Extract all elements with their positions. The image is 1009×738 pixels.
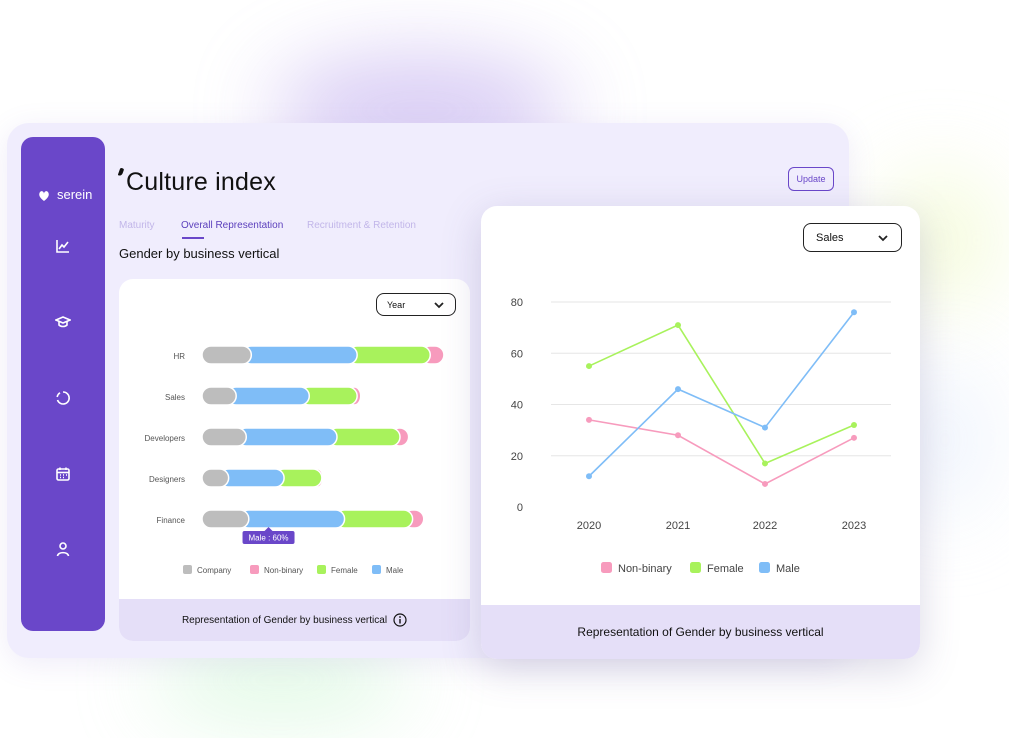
legend-swatch-male	[372, 565, 381, 574]
bar-segment-company	[201, 427, 248, 447]
x-tick-label: 2020	[577, 520, 601, 532]
legend-label: Female	[707, 563, 744, 575]
data-point-female	[675, 322, 681, 329]
bar-segment-company	[201, 386, 237, 406]
legend-swatch-non-binary	[601, 562, 612, 573]
page-title: Culture index	[117, 167, 276, 197]
y-tick-label: 20	[511, 451, 523, 463]
bar-category-label: HR	[173, 352, 185, 361]
data-point-non-binary	[762, 480, 768, 487]
graduation-cap-icon[interactable]	[53, 314, 73, 330]
x-tick-label: 2023	[842, 520, 866, 532]
y-tick-label: 0	[517, 502, 523, 514]
tab-maturity[interactable]: Maturity	[119, 220, 155, 231]
bar-segment-company	[201, 345, 253, 365]
brand-name: serein	[57, 187, 93, 202]
legend-label: Non-binary	[618, 563, 672, 575]
tooltip-box	[242, 531, 295, 544]
series-line-female	[588, 324, 855, 465]
x-tick-label: 2022	[753, 520, 777, 532]
x-tick-label: 2021	[666, 520, 690, 532]
bar-category-label: Sales	[165, 393, 185, 402]
title-accent-mark	[117, 167, 125, 177]
bar-card-footer-text: Representation of Gender by business ver…	[181, 614, 388, 626]
tab-overall-representation[interactable]: Overall Representation	[181, 220, 284, 231]
data-point-male	[762, 424, 768, 431]
data-point-male	[586, 473, 592, 480]
legend-label: Male	[386, 566, 404, 575]
legend-swatch-female	[317, 565, 326, 574]
brand[interactable]: serein	[37, 187, 92, 202]
legend-swatch-company	[183, 565, 192, 574]
data-point-male	[851, 309, 857, 316]
bar-category-label: Designers	[149, 475, 185, 484]
circle-progress-icon[interactable]	[55, 390, 71, 406]
bar-card-footer: Representation of Gender by business ver…	[119, 599, 470, 641]
legend-swatch-female	[690, 562, 701, 573]
chevron-down-icon	[434, 301, 444, 308]
legend-label: Company	[197, 566, 231, 575]
chart-line-icon[interactable]	[55, 238, 71, 254]
tooltip-arrow	[264, 527, 273, 531]
serein-logo-icon	[39, 190, 49, 201]
y-tick-label: 60	[511, 348, 523, 360]
year-select-value: Year	[387, 299, 406, 310]
series-line-male	[588, 311, 855, 477]
legend-label: Male	[776, 563, 800, 575]
legend-label: Female	[331, 566, 358, 575]
bar-category-label: Developers	[145, 434, 185, 443]
data-point-non-binary	[851, 434, 857, 441]
y-tick-label: 80	[511, 297, 523, 309]
bar-segment-male	[239, 509, 346, 529]
series-line-non-binary	[588, 419, 855, 485]
info-icon[interactable]	[393, 613, 407, 627]
vertical-select-value: Sales	[816, 231, 844, 244]
data-point-female	[586, 363, 592, 370]
bar-segment-female	[347, 345, 431, 365]
data-point-non-binary	[586, 416, 592, 423]
vertical-select[interactable]: Sales	[803, 223, 902, 252]
legend-label: Non-binary	[264, 566, 303, 575]
data-point-male	[675, 386, 681, 393]
chevron-down-icon	[878, 234, 888, 241]
line-card-footer: Representation of Gender by business ver…	[481, 605, 920, 659]
bar-segment-male	[236, 427, 338, 447]
section-title: Gender by business vertical	[119, 246, 280, 261]
data-point-non-binary	[675, 432, 681, 439]
bar-chart: HR Sales Developers Designers Finance Male : …	[145, 345, 445, 575]
line-chart-card: 0 20 40 60 80 2020 2021 2022 2023 Non-binary Femal…	[481, 206, 920, 659]
y-tick-label: 40	[511, 400, 523, 412]
legend-swatch-non-binary	[250, 565, 259, 574]
calendar-icon[interactable]	[55, 466, 71, 482]
data-point-female	[762, 460, 768, 467]
data-point-female	[851, 422, 857, 428]
bar-segment-male	[226, 386, 311, 406]
active-tab-indicator	[182, 237, 204, 239]
legend-swatch-male	[759, 562, 770, 573]
bar-segment-male	[241, 345, 358, 365]
bar-chart-card: HR Sales Developers Designers Finance Male : …	[119, 279, 470, 641]
line-chart: 0 20 40 60 80 2020 2021 2022 2023 Non-binary Femal…	[511, 297, 891, 575]
line-card-footer-text: Representation of Gender by business ver…	[577, 625, 824, 639]
update-button[interactable]: Update	[788, 167, 834, 191]
bar-segment-company	[201, 509, 250, 529]
bar-category-label: Finance	[157, 516, 186, 525]
tab-recruitment-retention[interactable]: Recruitment & Retention	[307, 220, 416, 231]
user-icon[interactable]	[55, 541, 71, 557]
bar-segment-female	[334, 509, 414, 529]
bar-segment-company	[201, 468, 230, 488]
year-select[interactable]: Year	[376, 293, 456, 316]
sidebar: serein	[21, 137, 105, 631]
bar-segment-female	[327, 427, 401, 447]
tooltip-text: Male : 60%	[249, 534, 289, 543]
